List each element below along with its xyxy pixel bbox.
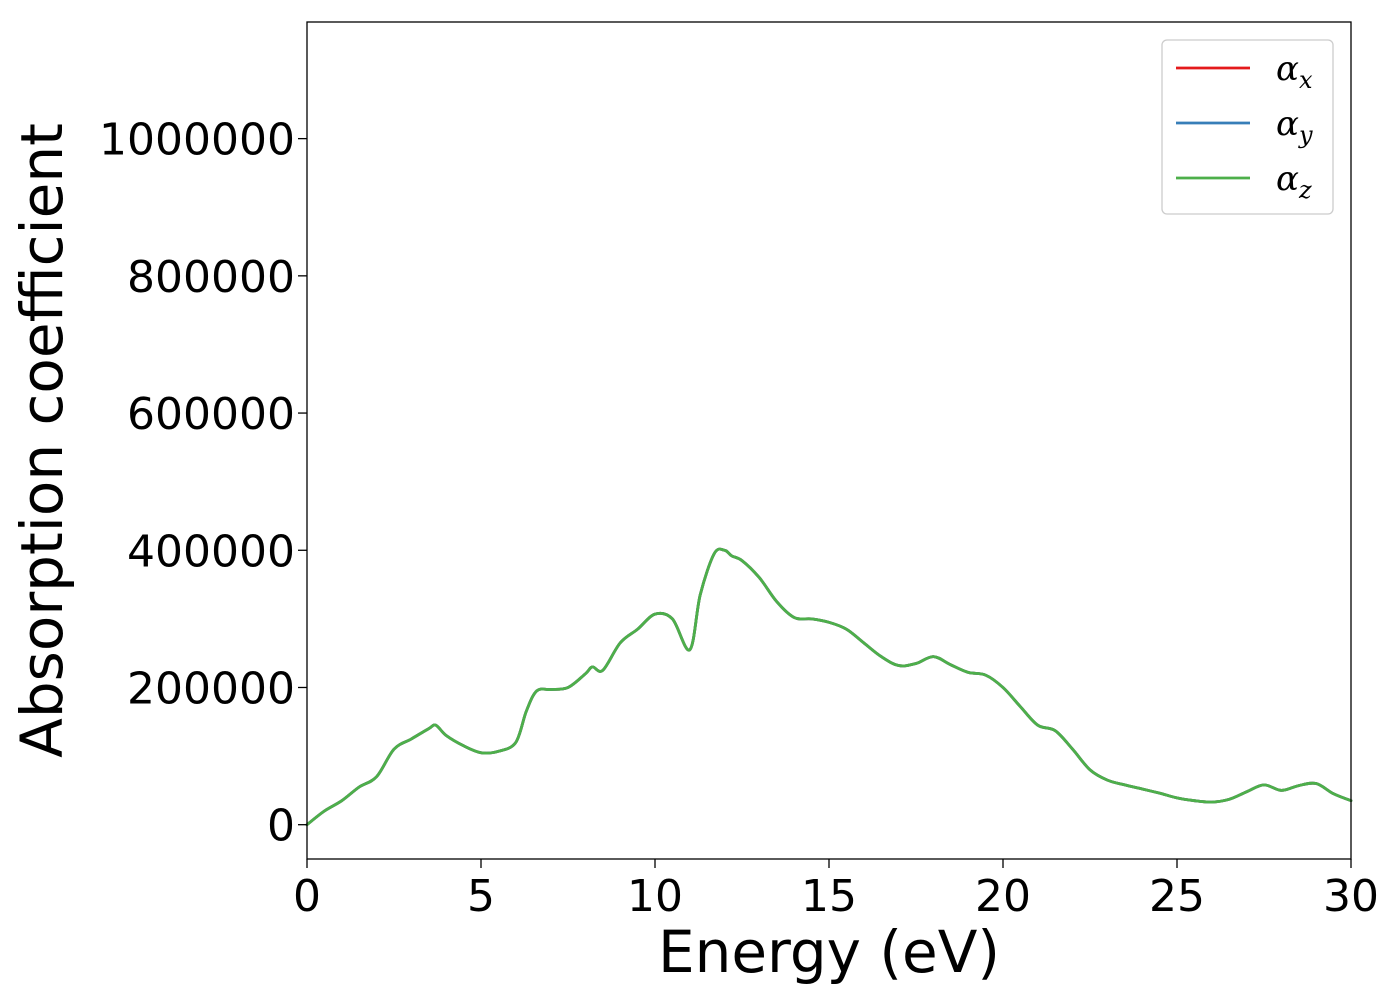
legend-subscript: y xyxy=(1298,121,1313,149)
x-tick-label: 30 xyxy=(1323,871,1379,922)
y-tick-label: 1000000 xyxy=(99,115,295,166)
legend-symbol: α xyxy=(1276,104,1299,144)
x-axis-title: Energy (eV) xyxy=(658,918,1000,986)
x-tick-label: 10 xyxy=(627,871,683,922)
plot-lines xyxy=(305,547,1353,827)
legend-symbol: α xyxy=(1276,159,1299,199)
series-line-z xyxy=(305,547,1353,827)
y-tick-label: 200000 xyxy=(127,663,295,714)
legend-label-z: αz xyxy=(1276,159,1312,204)
legend-label-x: αx xyxy=(1276,49,1313,94)
x-tick-label: 5 xyxy=(467,871,495,922)
x-tick-label: 25 xyxy=(1149,871,1205,922)
legend-subscript: z xyxy=(1298,176,1312,204)
legend-subscript: x xyxy=(1299,66,1313,94)
y-tick-label: 800000 xyxy=(127,252,295,303)
legend-symbol: α xyxy=(1276,49,1299,89)
series-line-y xyxy=(305,547,1353,827)
x-tick-label: 15 xyxy=(801,871,857,922)
x-tick-label: 20 xyxy=(975,871,1031,922)
legend-label-y: αy xyxy=(1276,104,1313,149)
y-axis-ticks: 0 200000 400000 600000 800000 1000000 xyxy=(99,115,307,852)
legend-box xyxy=(1161,39,1334,215)
y-tick-label: 600000 xyxy=(127,389,295,440)
y-tick-label: 400000 xyxy=(127,526,295,577)
series-line-x xyxy=(305,547,1353,827)
x-tick-label: 0 xyxy=(293,871,321,922)
x-axis-ticks: 0 5 10 15 20 25 30 xyxy=(293,859,1379,922)
y-tick-label: 0 xyxy=(267,801,295,852)
y-axis-title: Absorption coefficient xyxy=(8,123,76,758)
